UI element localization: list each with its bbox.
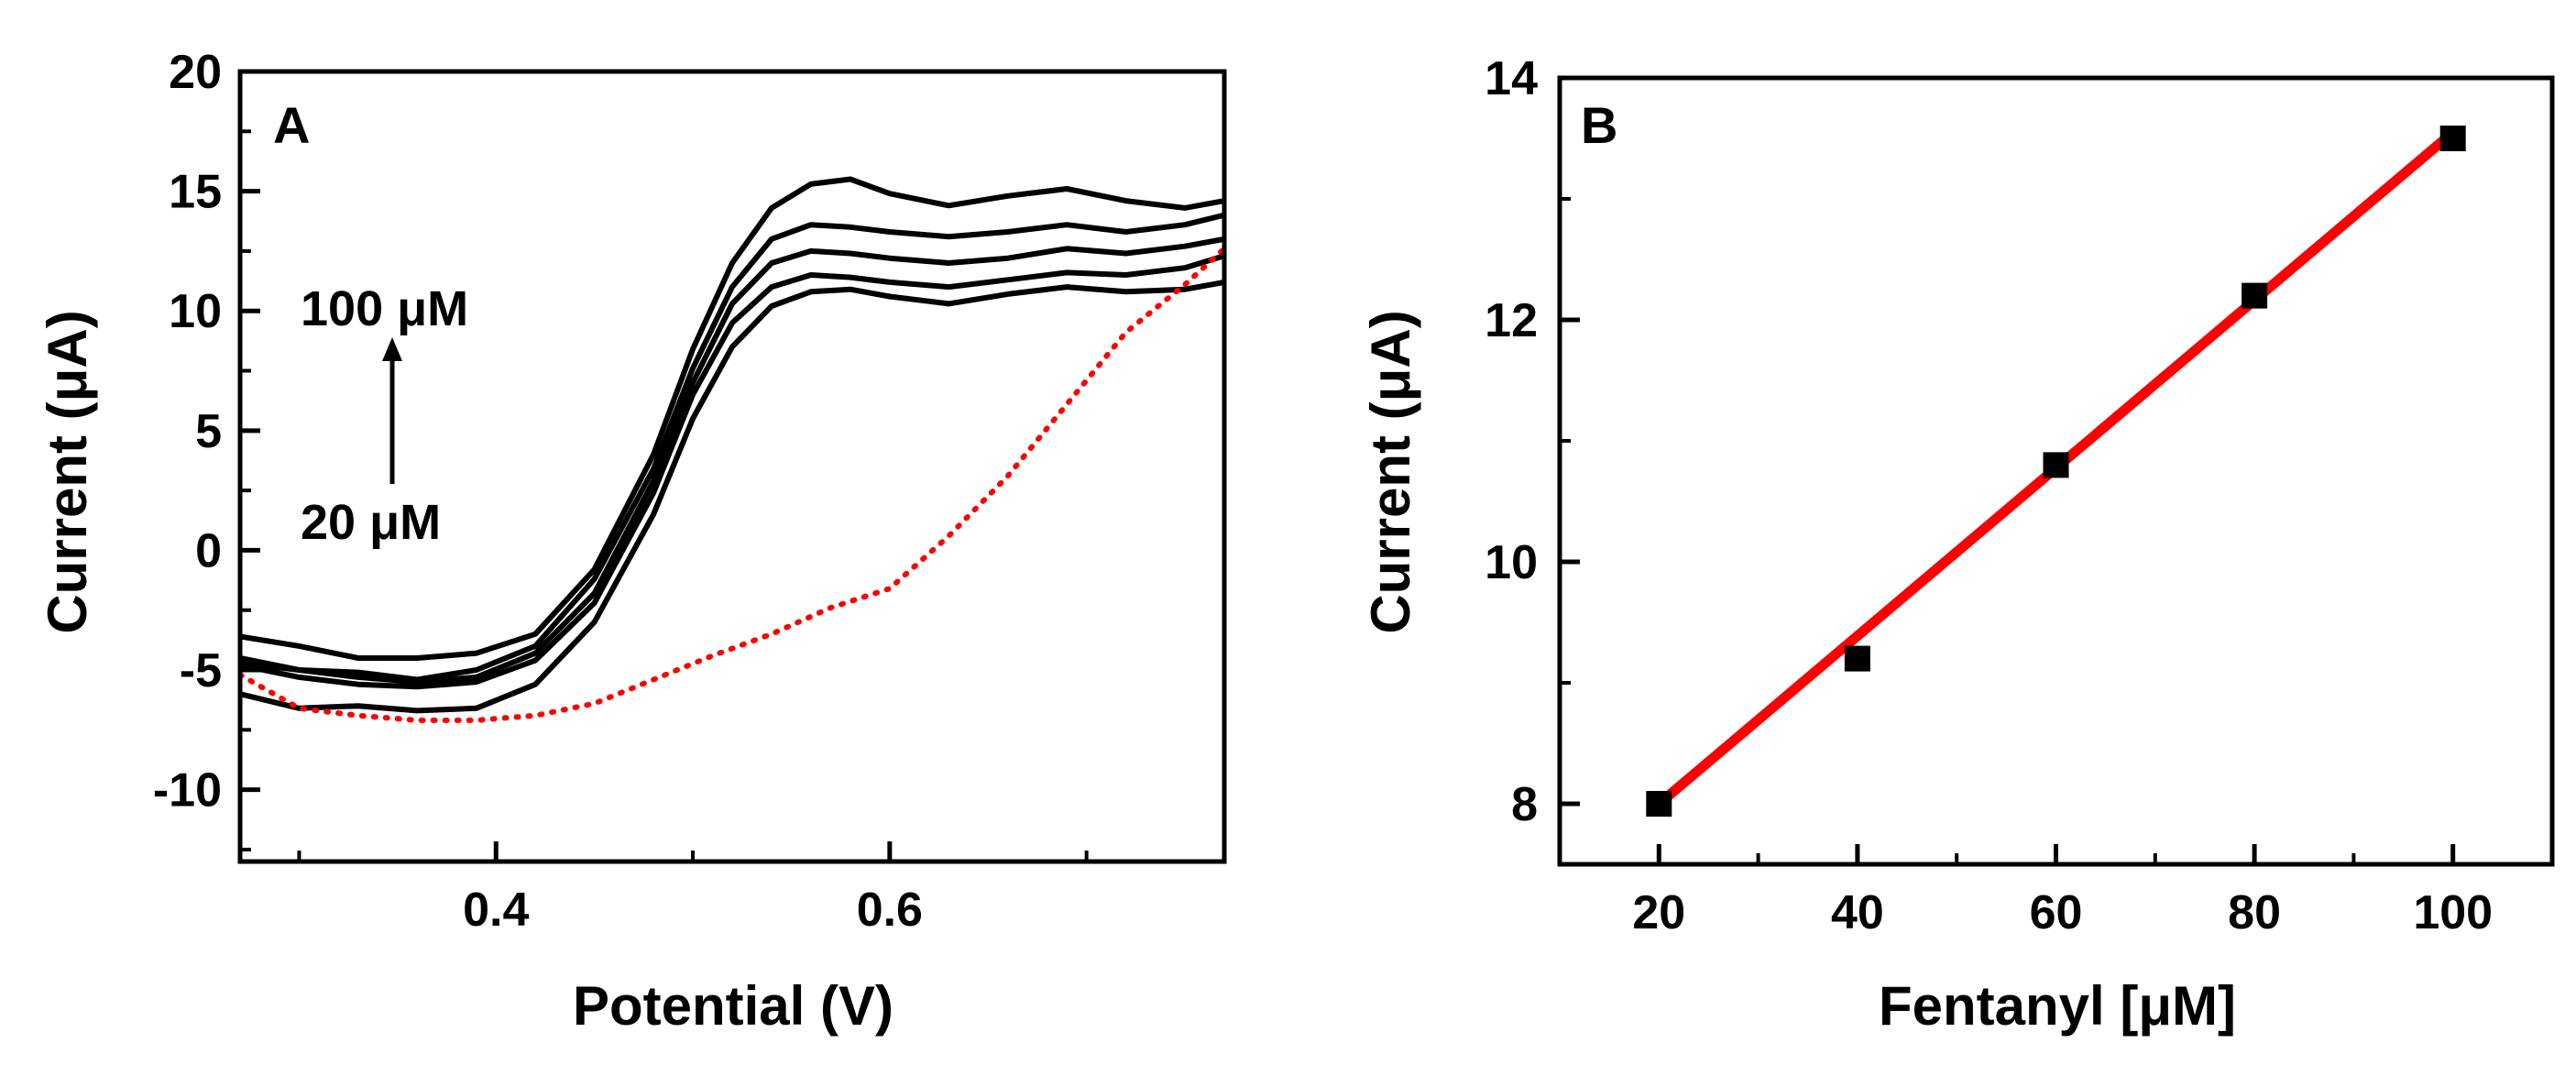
panel-a-x-tick-label: 0.6 xyxy=(857,884,923,937)
panel-a-ticks: 20 15 10 5 0 -5 -10 0.4 0.6 xyxy=(153,46,1089,937)
data-point xyxy=(2043,452,2069,478)
panel-b-x-tick-label: 40 xyxy=(1831,886,1884,939)
panel-a-y-tick-label: 10 xyxy=(169,285,222,338)
concentration-arrow-head xyxy=(382,337,402,361)
series-line-3 xyxy=(240,236,1224,686)
panel-b-x-tick-label: 100 xyxy=(2413,886,2493,939)
panel-b-y-tick-label: 12 xyxy=(1485,294,1538,347)
panel-b-x-axis-title: Fentanyl [μM] xyxy=(1879,975,2236,1037)
data-point xyxy=(1646,791,1672,817)
panel-b-ticks: 8 10 12 14 20 40 60 80 100 xyxy=(1485,52,2493,939)
panel-b-y-axis-title: Current (μA) xyxy=(1360,310,1421,633)
panel-a-chart: A 100 μM 20 μM 20 15 10 5 0 -5 -10 0.4 0.6 Poten… xyxy=(37,46,1227,1037)
data-point xyxy=(1844,645,1870,672)
series-line-2 xyxy=(240,253,1224,690)
panel-a-y-axis-title: Current (μA) xyxy=(37,310,98,633)
panel-b-y-tick-label: 10 xyxy=(1485,536,1538,589)
panel-b-chart: B 8 10 12 14 20 40 60 80 100 Fentanyl [μM] Curre… xyxy=(1360,52,2555,1037)
panel-a-plot-area xyxy=(240,176,1224,723)
panel-b-x-tick-label: 80 xyxy=(2228,886,2281,939)
data-point xyxy=(2242,282,2268,309)
panel-b-y-tick-label: 8 xyxy=(1511,778,1538,831)
panel-a-y-tick-label: 15 xyxy=(169,166,222,219)
series-line-5 xyxy=(240,176,1224,661)
panel-b-y-tick-label: 14 xyxy=(1485,52,1538,105)
panel-a-y-tick-label: -10 xyxy=(153,764,222,818)
panel-a-x-axis-title: Potential (V) xyxy=(573,975,893,1037)
series-line-4 xyxy=(240,212,1224,683)
panel-a-label: A xyxy=(273,96,310,154)
panel-b-x-tick-label: 60 xyxy=(2030,886,2083,939)
panel-a-y-tick-label: 20 xyxy=(169,46,222,99)
panel-a-y-tick-label: 0 xyxy=(195,524,222,577)
panel-b-plot-area xyxy=(1646,126,2466,817)
panel-a-y-tick-label: 5 xyxy=(195,405,222,458)
series-line-blank xyxy=(240,246,1224,723)
panel-a-frame xyxy=(237,69,1227,864)
panel-b-x-tick-label: 20 xyxy=(1632,886,1685,939)
annotation-100um: 100 μM xyxy=(301,281,468,336)
series-line-1 xyxy=(240,279,1224,714)
panel-b-label: B xyxy=(1581,96,1617,154)
panel-a-y-tick-label: -5 xyxy=(180,644,222,697)
data-point xyxy=(2439,126,2466,151)
panel-a-x-tick-label: 0.4 xyxy=(463,884,529,937)
annotation-20um: 20 μM xyxy=(301,495,441,550)
